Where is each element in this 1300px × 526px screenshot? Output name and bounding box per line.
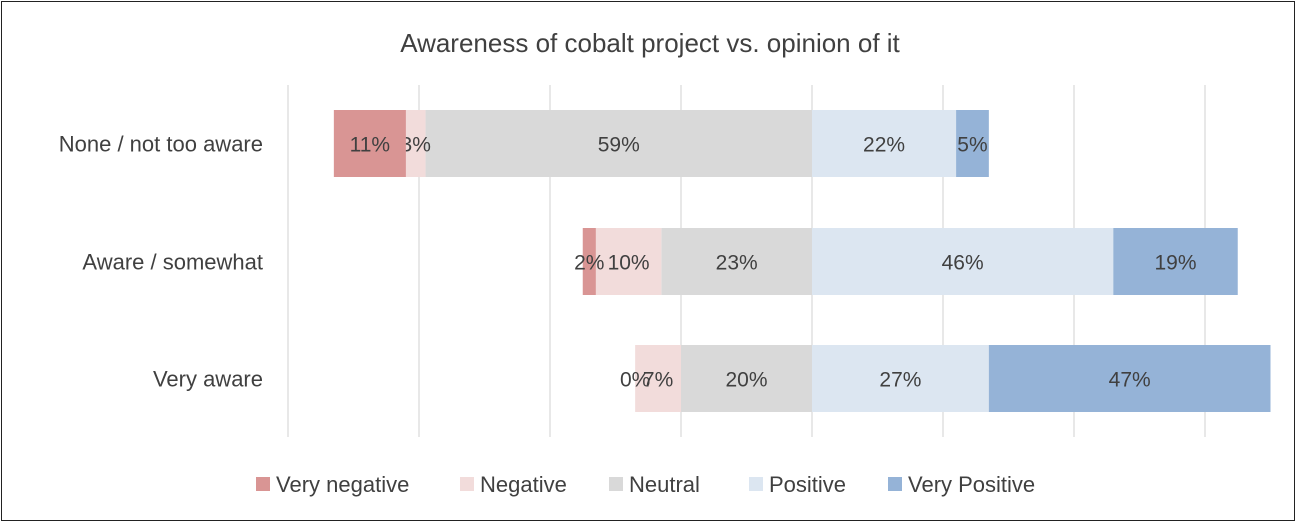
bar-segment-positive <box>812 228 1114 295</box>
bar-segment-neutral <box>661 228 812 295</box>
data-label: 20% <box>725 369 767 392</box>
data-label: 22% <box>863 134 905 157</box>
data-label: 59% <box>598 134 640 157</box>
legend-swatch <box>749 477 763 491</box>
legend-label: Very Positive <box>908 472 1035 497</box>
legend-swatch <box>888 477 902 491</box>
category-label: None / not too aware <box>59 132 263 157</box>
bar-segment-very-negative <box>582 228 596 295</box>
chart-title: Awareness of cobalt project vs. opinion … <box>400 28 900 58</box>
data-label: 0% <box>620 369 650 392</box>
bar-segment-very-positive <box>1113 228 1238 295</box>
bar-segment-positive <box>812 110 957 177</box>
data-label: 23% <box>716 252 758 275</box>
data-label: 7% <box>643 369 673 392</box>
legend-label: Very negative <box>276 472 409 497</box>
bar-segment-neutral <box>681 345 812 412</box>
data-label: 27% <box>879 369 921 392</box>
legend-label: Positive <box>769 472 846 497</box>
bar-segment-neutral <box>425 110 812 177</box>
bar-segment-positive <box>812 345 989 412</box>
data-label: 3% <box>401 134 431 157</box>
bar-segment-very-negative <box>333 110 406 177</box>
data-label: 5% <box>957 134 987 157</box>
legend-label: Negative <box>480 472 567 497</box>
bar-segment-very-positive <box>956 110 989 177</box>
category-label: Very aware <box>153 367 263 392</box>
category-label: Aware / somewhat <box>82 250 263 275</box>
data-label: 11% <box>350 134 390 157</box>
bar-segment-negative <box>595 228 662 295</box>
data-label: 2% <box>574 252 604 275</box>
data-label: 46% <box>942 252 984 275</box>
data-label: 10% <box>608 252 650 275</box>
bar-segment-negative <box>405 110 426 177</box>
data-label: 47% <box>1109 369 1151 392</box>
legend-swatch <box>609 477 623 491</box>
legend-swatch <box>460 477 474 491</box>
bar-segment-very-positive <box>988 345 1271 412</box>
legend-label: Neutral <box>629 472 700 497</box>
bar-segment-negative <box>635 345 681 412</box>
data-label: 19% <box>1155 252 1197 275</box>
legend-swatch <box>256 477 270 491</box>
